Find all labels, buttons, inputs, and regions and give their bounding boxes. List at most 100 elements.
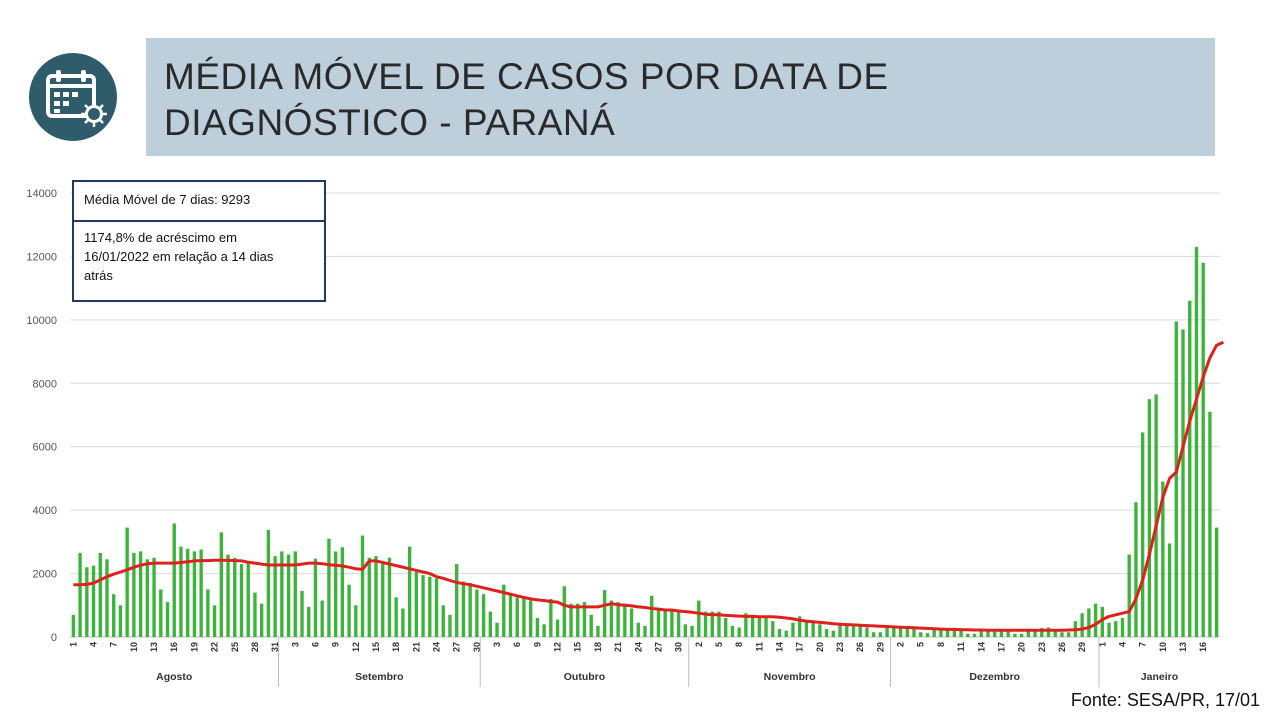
x-tick-label: 4 [89,642,99,647]
title-line-1: MÉDIA MÓVEL DE CASOS POR DATA DE [164,56,889,97]
y-axis-ticks: 0 2000 4000 6000 8000 10000 12000 14000 [26,188,57,644]
title-banner: MÉDIA MÓVEL DE CASOS POR DATA DE DIAGNÓS… [146,38,1215,156]
bar [1167,543,1172,637]
bar [179,546,183,637]
bar [912,629,916,637]
info-box: Média Móvel de 7 dias: 9293 1174,8% de a… [72,180,326,302]
x-tick-label: 1 [1097,642,1107,647]
bar [468,583,472,637]
bar [643,625,647,637]
x-tick-label: 15 [371,642,381,652]
bar [1060,632,1064,637]
bar [535,617,540,637]
bar [495,622,499,637]
bar [253,592,257,637]
bar [212,605,217,637]
x-tick-label: 24 [633,642,643,652]
bar [824,629,829,637]
bars [71,246,1219,637]
bar [582,602,587,637]
bar [804,621,809,637]
bar [85,567,89,637]
x-tick-label: 9 [331,642,341,647]
x-tick-label: 15 [573,642,583,652]
bar [159,589,163,637]
x-tick-label: 14 [976,642,986,652]
bar [797,616,802,637]
bar [1006,630,1010,637]
bar [777,629,782,637]
bar [845,624,849,637]
bar [1046,627,1051,637]
bar [381,564,385,637]
x-tick-label: 12 [351,642,361,652]
month-label: Setembro [355,671,403,683]
bar [515,597,519,637]
bar [629,608,634,637]
x-tick-label: 8 [936,642,946,647]
bar [1174,321,1178,637]
bar [730,625,735,637]
bar [831,630,835,637]
bar [1201,262,1205,637]
bar [112,594,116,637]
x-tick-label: 5 [916,642,926,647]
x-tick-label: 23 [835,642,845,652]
x-tick-label: 20 [815,642,825,652]
bar [589,614,593,637]
x-tick-label: 26 [855,642,865,652]
bar [354,605,358,637]
x-tick-label: 17 [795,642,805,652]
bar [145,559,150,637]
x-tick-label: 2 [896,642,906,647]
x-tick-label: 4 [1117,642,1127,647]
bar [91,565,96,637]
x-tick-label: 22 [210,642,220,652]
bar [919,632,923,637]
x-tick-label: 7 [1138,642,1148,647]
bar [818,624,822,637]
bar [932,628,936,637]
bar [428,576,432,637]
month-label: Novembro [764,671,816,683]
bar [448,614,452,637]
bar [387,557,392,637]
bar [750,614,755,637]
x-tick-label: 14 [775,642,785,652]
x-tick-label: 17 [996,642,1006,652]
bar [1013,633,1017,637]
bar [1040,628,1044,637]
bar [1019,633,1024,637]
bar [549,598,553,637]
x-tick-label: 6 [512,642,522,647]
bar [434,578,439,637]
bar [1154,394,1158,637]
y-tick-label: 14000 [26,188,57,200]
bar [199,549,203,637]
bar [724,617,728,637]
bar [562,586,566,637]
bar [313,558,318,637]
bar [1120,617,1125,637]
bar [609,600,614,637]
bar [508,594,513,637]
bar [307,606,311,637]
bar [555,619,560,637]
bar [959,630,963,637]
x-tick-label: 28 [250,642,260,652]
title-line-2: DIAGNÓSTICO - PARANÁ [164,102,616,143]
bar [945,629,950,637]
bar [320,600,324,637]
bar [986,630,990,637]
bar [979,630,983,637]
bar [502,584,506,637]
bar [972,633,977,637]
bar [838,622,842,637]
x-tick-label: 25 [230,642,240,652]
month-label: Agosto [156,671,192,683]
bar [993,630,997,637]
x-tick-label: 23 [1037,642,1047,652]
bar [925,633,930,637]
x-tick-label: 27 [452,642,462,652]
bar [1053,629,1057,637]
